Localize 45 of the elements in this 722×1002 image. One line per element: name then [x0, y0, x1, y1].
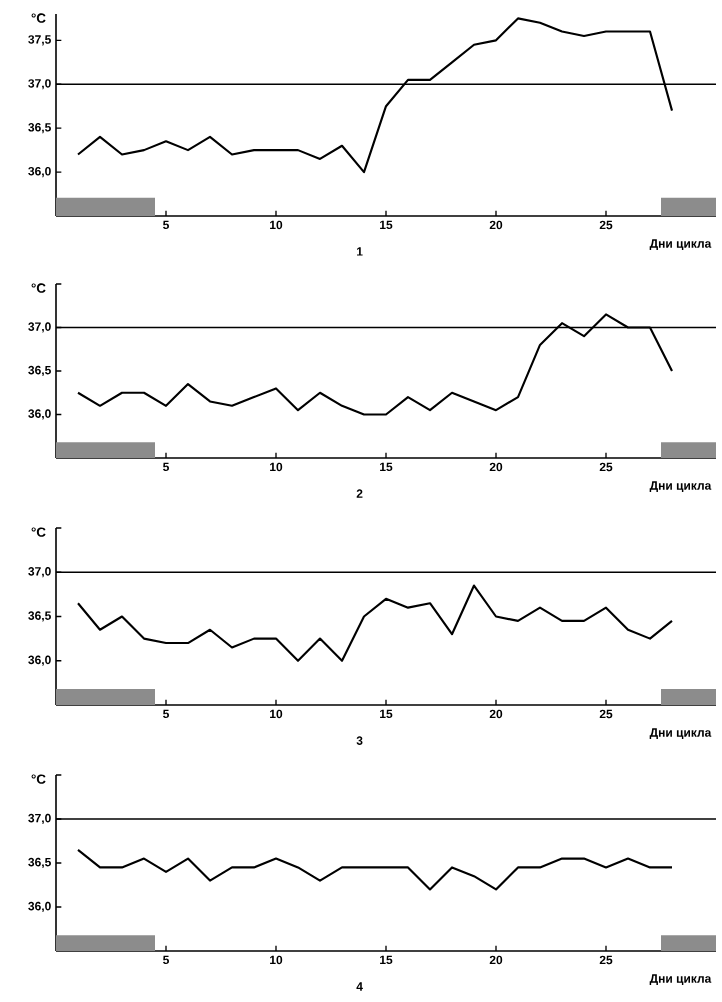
x-tick-label: 20	[489, 955, 503, 965]
x-tick-label: 10	[270, 220, 283, 230]
y-tick-label: 37,0	[28, 813, 51, 825]
y-axis-title: °C	[31, 527, 46, 537]
y-tick-label: 36,0	[28, 901, 51, 913]
text: 4	[356, 982, 363, 991]
y-tick-label: 36,0	[28, 166, 51, 178]
x-tick-label: 20	[489, 709, 503, 719]
x-tick-label: 5	[163, 709, 169, 719]
y-tick-label: 36,5	[28, 611, 51, 622]
x-tick-label: 5	[163, 955, 169, 965]
y-tick-label: 36,5	[28, 857, 51, 869]
x-tick-label: 5	[163, 462, 169, 472]
text: 1	[357, 247, 363, 256]
y-axis-title: °C	[31, 283, 46, 293]
y-tick-label: 36,0	[28, 655, 51, 666]
x-tick-label: 10	[270, 709, 283, 719]
x-tick-label: 25	[599, 709, 613, 719]
y-tick-label: 37,0	[28, 79, 51, 90]
x-tick-label: 5	[163, 220, 169, 230]
x-axis-title: Дни цикла	[649, 481, 712, 493]
y-tick-label: 37,0	[28, 322, 51, 333]
x-tick-label: 25	[599, 220, 613, 230]
x-tick-label: 15	[380, 955, 393, 965]
y-tick-label: 37,0	[28, 567, 51, 578]
text: 2	[356, 489, 363, 498]
y-tick-label: 36,5	[28, 123, 51, 134]
x-tick-label: 15	[380, 462, 393, 472]
x-tick-label: 15	[380, 709, 393, 719]
x-axis-title: Дни цикла	[649, 728, 712, 740]
x-axis-title: Дни цикла	[649, 239, 712, 251]
x-tick-label: 10	[270, 462, 283, 472]
y-axis-title: °C	[31, 13, 46, 23]
x-tick-label: 25	[599, 955, 613, 965]
y-tick-label: 37,5	[28, 35, 51, 46]
x-tick-label: 10	[270, 955, 283, 965]
y-tick-label: 36,5	[28, 365, 51, 377]
x-axis-title: Дни цикла	[649, 974, 712, 986]
y-tick-label: 36,0	[28, 409, 51, 420]
x-tick-label: 15	[380, 220, 393, 230]
text: 3	[356, 736, 363, 745]
x-tick-label: 20	[489, 220, 503, 230]
x-tick-label: 20	[489, 462, 503, 472]
y-axis-title: °C	[31, 774, 46, 784]
x-tick-label: 25	[599, 462, 613, 472]
